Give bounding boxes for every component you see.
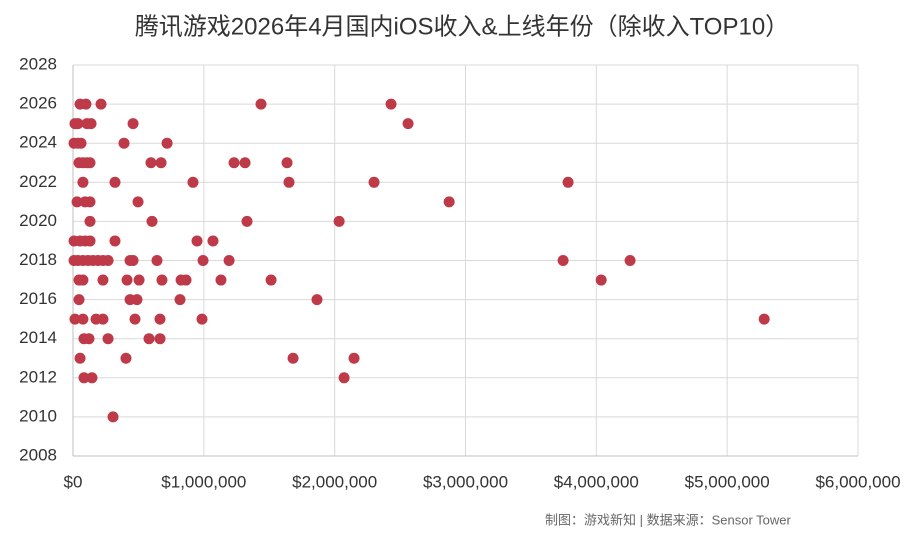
point <box>71 196 83 208</box>
point <box>180 274 192 286</box>
point <box>283 176 295 188</box>
point <box>77 313 89 325</box>
point <box>86 372 98 384</box>
x-tick-label: $0 <box>64 472 83 491</box>
point <box>402 118 414 130</box>
point <box>120 352 132 364</box>
point <box>311 294 323 306</box>
point <box>281 157 293 169</box>
point <box>102 255 114 266</box>
point <box>265 274 277 286</box>
point <box>127 255 139 266</box>
point <box>228 157 240 169</box>
point <box>84 235 96 247</box>
point <box>174 294 186 306</box>
x-tick-label: $5,000,000 <box>685 472 770 491</box>
point <box>187 176 199 188</box>
chart-title: 腾讯游戏2026年4月国内iOS收入&上线年份（除收入TOP10） <box>135 13 789 40</box>
point <box>154 313 166 325</box>
x-tick-label: $1,000,000 <box>161 472 246 491</box>
point <box>338 372 350 384</box>
y-tick-label: 2024 <box>19 133 57 152</box>
point <box>156 274 168 286</box>
point <box>78 372 90 384</box>
x-tick-label: $6,000,000 <box>815 472 900 491</box>
y-tick-label: 2012 <box>19 367 57 386</box>
point <box>73 294 85 306</box>
x-tick-label: $2,000,000 <box>292 472 377 491</box>
point <box>215 274 227 286</box>
point <box>333 215 345 227</box>
point <box>127 118 139 130</box>
point <box>255 98 267 110</box>
point <box>191 235 203 247</box>
point <box>624 255 636 266</box>
point <box>146 215 158 227</box>
point <box>80 98 92 110</box>
y-tick-label: 2026 <box>19 94 57 113</box>
point <box>132 196 144 208</box>
point <box>223 255 235 266</box>
point <box>74 352 86 364</box>
point <box>84 196 96 208</box>
point <box>109 235 121 247</box>
point <box>109 176 121 188</box>
point <box>368 176 380 188</box>
point <box>131 294 143 306</box>
point <box>196 313 208 325</box>
point <box>107 411 119 423</box>
point <box>287 352 299 364</box>
point <box>133 274 145 286</box>
point <box>145 157 157 169</box>
y-tick-label: 2022 <box>19 172 57 191</box>
x-tick-label: $3,000,000 <box>423 472 508 491</box>
point <box>84 215 96 227</box>
point <box>97 274 109 286</box>
point <box>197 255 209 266</box>
y-tick-label: 2018 <box>19 250 57 269</box>
point <box>97 313 109 325</box>
point <box>72 118 84 130</box>
point <box>118 137 130 149</box>
point <box>557 255 569 266</box>
point <box>241 215 253 227</box>
point <box>83 333 95 345</box>
point <box>758 313 770 325</box>
point <box>239 157 251 169</box>
point <box>443 196 455 208</box>
y-tick-label: 2020 <box>19 211 57 230</box>
point <box>129 313 141 325</box>
point <box>95 98 107 110</box>
point <box>69 313 81 325</box>
point <box>154 333 166 345</box>
point <box>77 176 89 188</box>
footnote: 制图：游戏新知 | 数据来源：Sensor Tower <box>545 512 792 527</box>
point <box>151 255 163 266</box>
x-tick-label: $4,000,000 <box>554 472 639 491</box>
point <box>155 157 167 169</box>
point <box>84 157 96 169</box>
y-tick-label: 2010 <box>19 406 57 425</box>
point <box>385 98 397 110</box>
y-tick-label: 2008 <box>19 445 57 464</box>
point <box>75 137 87 149</box>
point <box>562 176 574 188</box>
point <box>143 333 155 345</box>
y-tick-label: 2014 <box>19 328 57 347</box>
y-tick-label: 2028 <box>19 54 57 73</box>
point <box>595 274 607 286</box>
y-tick-label: 2016 <box>19 289 57 308</box>
point <box>207 235 219 247</box>
point <box>348 352 360 364</box>
point <box>77 274 89 286</box>
point <box>85 118 97 130</box>
point <box>102 333 114 345</box>
point <box>161 137 173 149</box>
point <box>121 274 133 286</box>
